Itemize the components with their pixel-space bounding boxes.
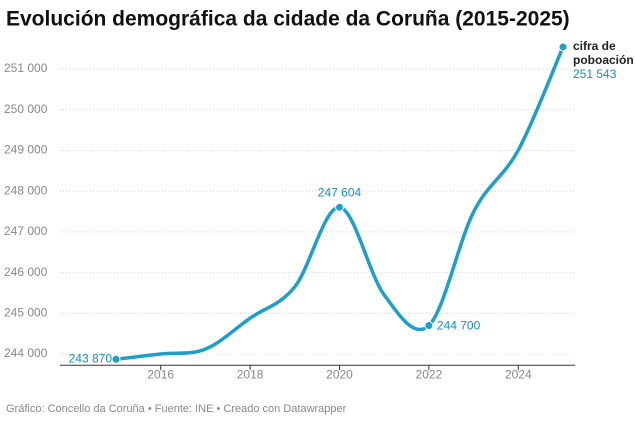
point	[424, 320, 434, 330]
x-tick-label: 2020	[326, 367, 353, 381]
y-tick-label: 250 000	[4, 102, 48, 116]
y-tick-label: 248 000	[4, 183, 48, 197]
value-label: 243 870	[69, 351, 113, 365]
y-tick-label: 245 000	[4, 305, 48, 319]
y-tick-label: 247 000	[4, 224, 48, 238]
y-tick-label: 246 000	[4, 265, 48, 279]
x-tick-label: 2016	[147, 367, 174, 381]
point	[111, 354, 121, 364]
value-label: 244 700	[437, 319, 481, 333]
y-tick-label: 249 000	[4, 143, 48, 157]
point	[335, 202, 344, 212]
y-tick-label: 251 000	[4, 61, 48, 75]
series-line	[114, 45, 565, 362]
point	[558, 42, 568, 52]
value-label: 251 543	[573, 67, 617, 81]
value-label: 247 604	[318, 185, 362, 199]
source-note: Gráfico: Concello da Coruña • Fuente: IN…	[6, 403, 347, 415]
x-tick-label: 2024	[505, 367, 532, 381]
x-tick-label: 2018	[237, 367, 264, 381]
chart-title: Evolución demográfica da cidade da Coruñ…	[6, 8, 570, 31]
x-tick-label: 2022	[416, 367, 443, 381]
legend-label: cifra de poboación	[573, 39, 634, 67]
y-tick-label: 244 000	[4, 346, 48, 360]
